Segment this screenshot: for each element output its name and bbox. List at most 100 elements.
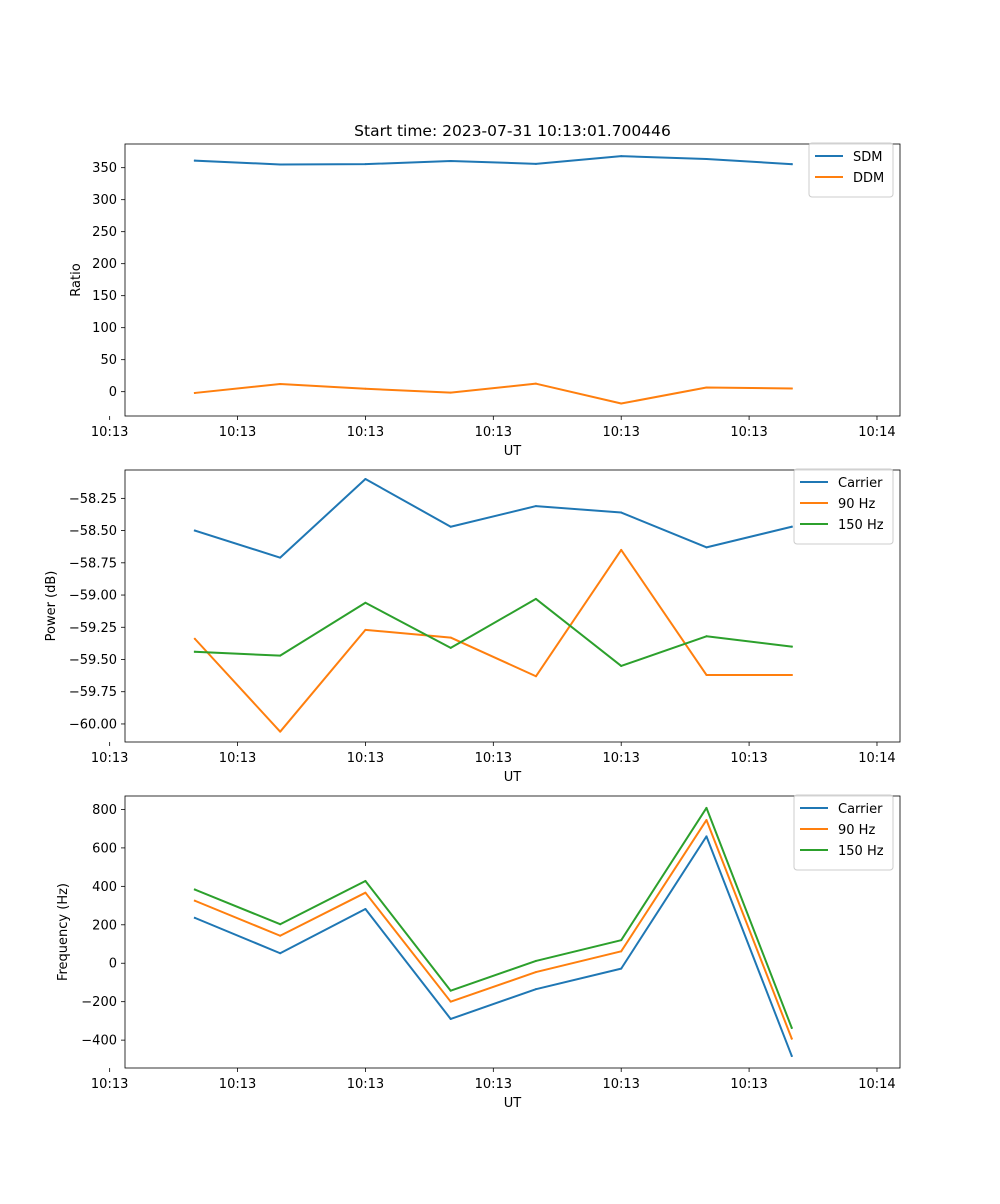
y-tick-label: 0 [109, 957, 117, 972]
data-point [449, 1017, 452, 1020]
data-point [705, 806, 708, 809]
legend-label: 90 Hz [838, 823, 875, 838]
series-line-150-hz [193, 806, 794, 1030]
y-tick-label: −400 [81, 1034, 117, 1049]
y-tick-label: 50 [100, 353, 117, 368]
data-point [705, 386, 708, 389]
data-point [705, 158, 708, 161]
data-point [279, 654, 282, 657]
y-tick-label: 350 [92, 161, 117, 176]
x-tick-label: 10:13 [602, 1077, 639, 1092]
data-point [534, 597, 537, 600]
data-point [620, 664, 623, 667]
x-tick-label: 10:13 [475, 425, 512, 440]
data-point [279, 923, 282, 926]
legend: Carrier 90 Hz 150 Hz [793, 468, 894, 545]
data-point [193, 916, 196, 919]
y-tick-label: 300 [92, 193, 117, 208]
plot-frame [124, 795, 901, 1069]
chart-panel-2: 10:13 10:13 10:13 10:13 10:13 10:13 10:14 −60.0… [44, 468, 901, 785]
data-point [364, 387, 367, 390]
data-point [364, 628, 367, 631]
legend-label: 90 Hz [838, 497, 875, 512]
data-point [279, 730, 282, 733]
x-tick-label: 10:13 [347, 751, 384, 766]
legend-box [793, 468, 894, 545]
y-tick-label: −58.50 [69, 524, 117, 539]
y-tick-label: −60.00 [69, 717, 117, 732]
y-tick-label: 100 [92, 321, 117, 336]
data-point [620, 967, 623, 970]
series-line-carrier [193, 835, 794, 1058]
y-tick-label: 200 [92, 257, 117, 272]
data-point [449, 646, 452, 649]
data-point [364, 891, 367, 894]
data-point [193, 637, 196, 640]
legend-box [793, 794, 894, 871]
data-point [534, 505, 537, 508]
data-point [705, 546, 708, 549]
x-axis-label: UT [504, 444, 522, 459]
chart-panel-3: 10:13 10:13 10:13 10:13 10:13 10:13 10:14 −400 −… [56, 794, 901, 1111]
data-point [193, 650, 196, 653]
plot-frame [124, 143, 901, 417]
y-axis-label: Ratio [69, 263, 84, 296]
x-tick-label: 10:13 [475, 751, 512, 766]
y-tick-label: 200 [92, 918, 117, 933]
legend-label: Carrier [838, 802, 883, 817]
data-point [449, 159, 452, 162]
data-point [620, 511, 623, 514]
x-tick-label: 10:13 [602, 425, 639, 440]
y-axis-label: Power (dB) [44, 571, 59, 642]
series-line-90-hz [193, 548, 793, 733]
data-point [449, 391, 452, 394]
data-point [193, 391, 196, 394]
data-point [534, 971, 537, 974]
data-point [790, 673, 793, 676]
data-point [790, 1026, 793, 1029]
x-axis-label: UT [504, 770, 522, 785]
series-line-90-hz [193, 819, 794, 1040]
data-point [279, 163, 282, 166]
chart-panel-1: 10:13 10:13 10:13 10:13 10:13 10:13 10:14 0 50 10… [69, 122, 901, 459]
data-point [193, 529, 196, 532]
y-tick-label: 250 [92, 225, 117, 240]
x-tick-label: 10:14 [858, 425, 895, 440]
plot-frame [124, 469, 901, 743]
x-tick-label: 10:14 [858, 1077, 895, 1092]
data-point [193, 159, 196, 162]
data-point [364, 908, 367, 911]
y-tick-label: −59.25 [69, 621, 117, 636]
x-tick-label: 10:13 [730, 751, 767, 766]
x-tick-label: 10:13 [219, 1077, 256, 1092]
series-line-sdm [193, 155, 793, 166]
data-point [279, 952, 282, 955]
data-point [193, 888, 196, 891]
series-line-carrier [193, 478, 793, 559]
data-point [449, 989, 452, 992]
data-point [364, 601, 367, 604]
x-tick-label: 10:13 [91, 425, 128, 440]
x-tick-label: 10:13 [219, 425, 256, 440]
x-tick-label: 10:13 [730, 1077, 767, 1092]
data-point [534, 959, 537, 962]
data-point [790, 387, 793, 390]
data-point [790, 525, 793, 528]
data-point [449, 525, 452, 528]
legend: Carrier 90 Hz 150 Hz [793, 794, 894, 871]
data-point [279, 934, 282, 937]
y-axis-label: Frequency (Hz) [56, 883, 71, 981]
y-tick-label: 600 [92, 841, 117, 856]
data-point [620, 939, 623, 942]
series-line-ddm [193, 382, 793, 405]
data-point [705, 819, 708, 822]
data-point [193, 899, 196, 902]
legend-label: 150 Hz [838, 844, 884, 859]
y-tick-label: −58.75 [69, 556, 117, 571]
x-tick-label: 10:13 [91, 1077, 128, 1092]
legend-label: 150 Hz [838, 518, 884, 533]
y-tick-label: −200 [81, 995, 117, 1010]
data-point [790, 1037, 793, 1040]
